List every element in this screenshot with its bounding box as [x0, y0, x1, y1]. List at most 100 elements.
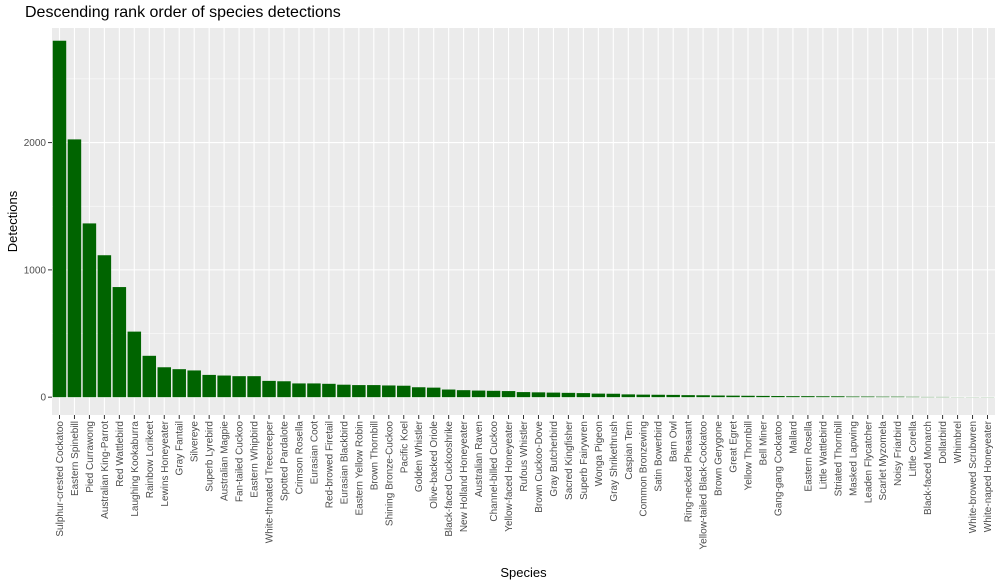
x-tick-label: Bell Miner — [758, 420, 769, 465]
y-axis-title: Detections — [5, 190, 20, 252]
x-axis-ticks: Sulphur-crested Cockatoo Eastern Spinebil… — [55, 415, 994, 550]
x-tick-label: Mallard — [788, 421, 799, 454]
bar — [292, 383, 306, 398]
x-tick-label: White-throated Treecreeper — [265, 420, 276, 543]
bar — [142, 355, 157, 398]
bar — [546, 392, 561, 398]
x-tick-label: Gray Shrikethrush — [609, 421, 620, 502]
x-tick-label: Australian Raven — [474, 421, 485, 497]
bar — [711, 395, 725, 398]
bar — [831, 396, 845, 398]
bar — [82, 223, 97, 398]
x-tick-label: Yellow-faced Honeyeater — [504, 420, 515, 531]
bar — [696, 395, 710, 398]
bar — [801, 396, 815, 398]
bar — [397, 385, 411, 398]
bar — [426, 387, 441, 398]
bar — [606, 393, 621, 398]
x-tick-label: Gray Fantail — [175, 421, 186, 475]
x-tick-label: Brown Gerygone — [714, 421, 725, 496]
x-tick-label: Common Bronzewing — [639, 421, 650, 517]
x-tick-label: Gray Butcherbird — [549, 421, 560, 497]
x-tick-label: Rainbow Lorikeet — [145, 421, 156, 498]
x-tick-label: Whimbrel — [953, 421, 964, 463]
x-tick-label: Striated Thornbill — [833, 421, 844, 496]
bar — [127, 331, 142, 398]
bar — [876, 396, 890, 398]
x-tick-label: Pied Currawong — [85, 421, 96, 493]
bar — [112, 287, 127, 398]
x-tick-label: Caspian Tern — [624, 421, 635, 480]
x-tick-label: Sulphur-crested Cockatoo — [55, 421, 66, 537]
x-tick-label: Eastern Rosella — [803, 421, 814, 492]
bar — [666, 394, 680, 398]
x-tick-label: Australian Magpie — [220, 421, 231, 501]
bar — [771, 396, 785, 398]
x-tick-label: Golden Whistler — [414, 420, 425, 492]
bar — [681, 395, 695, 398]
bar — [456, 390, 471, 398]
x-tick-label: Little Wattlebird — [818, 421, 829, 490]
x-tick-label: Dollarbird — [938, 421, 949, 464]
bar — [52, 40, 67, 398]
x-tick-label: Wonga Pigeon — [594, 421, 605, 486]
bar — [621, 394, 636, 398]
x-tick-label: Rufous Whistler — [519, 420, 530, 491]
x-tick-label: Eurasian Blackbird — [339, 421, 350, 504]
bar — [486, 390, 501, 398]
bars — [52, 40, 995, 398]
bar — [846, 396, 860, 398]
bar — [232, 376, 246, 398]
bar — [322, 383, 336, 398]
x-tick-label: Brown Cuckoo-Dove — [534, 421, 545, 513]
bar — [202, 374, 216, 398]
x-tick-label: Shining Bronze-Cuckoo — [384, 421, 395, 526]
bar — [247, 376, 261, 398]
x-tick-label: Yellow-tailed Black-Cockatoo — [699, 421, 710, 550]
x-tick-label: Superb Lyrebird — [205, 421, 216, 492]
bar — [187, 370, 201, 398]
x-tick-label: Eastern Whipbird — [250, 421, 261, 498]
x-tick-label: Red-browed Firetail — [324, 421, 335, 508]
y-tick-label: 2000 — [24, 138, 47, 149]
x-tick-label: Sacred Kingfisher — [564, 420, 575, 500]
x-tick-label: Leaden Flycatcher — [863, 420, 874, 503]
x-tick-label: Yellow Thornbill — [744, 421, 755, 491]
bar — [591, 393, 606, 398]
bar — [367, 385, 381, 398]
x-tick-label: Brown Thornbill — [369, 421, 380, 490]
x-tick-label: Masked Lapwing — [848, 421, 859, 496]
x-tick-label: Australian King-Parrot — [100, 421, 111, 519]
x-tick-label: Silvereye — [190, 421, 201, 463]
x-tick-label: Fan-tailed Cuckoo — [235, 421, 246, 503]
x-axis-title: Species — [500, 565, 547, 580]
x-tick-label: Satin Bowerbird — [654, 421, 665, 492]
x-tick-label: Crimson Rosella — [294, 421, 305, 495]
bar — [67, 139, 82, 398]
x-tick-label: Red Wattlebird — [115, 421, 126, 487]
bar — [97, 255, 112, 398]
x-tick-label: Great Egret — [729, 421, 740, 473]
x-tick-label: Channel-billed Cuckoo — [489, 421, 500, 522]
bar — [337, 384, 351, 398]
x-tick-label: Eurasian Coot — [309, 421, 320, 485]
bar — [471, 390, 486, 398]
x-tick-label: Lewins Honeyeater — [160, 420, 171, 506]
x-tick-label: Pacific Koel — [399, 421, 410, 473]
bar — [382, 385, 396, 398]
x-tick-label: Spotted Pardalote — [280, 421, 291, 501]
bar — [816, 396, 830, 398]
y-tick-label: 0 — [40, 393, 46, 404]
x-tick-label: Noisy Friarbird — [893, 421, 904, 486]
x-tick-label: Superb Fairywren — [579, 421, 590, 500]
y-tick-label: 1000 — [24, 265, 47, 276]
bar — [531, 392, 546, 398]
bar — [501, 391, 516, 398]
bar — [651, 394, 665, 398]
x-tick-label: Black-faced Cuckooshrike — [444, 421, 455, 537]
bar — [441, 389, 456, 398]
bar — [576, 393, 591, 398]
bar — [890, 396, 905, 398]
x-tick-label: Scarlet Myzomela — [878, 421, 889, 501]
